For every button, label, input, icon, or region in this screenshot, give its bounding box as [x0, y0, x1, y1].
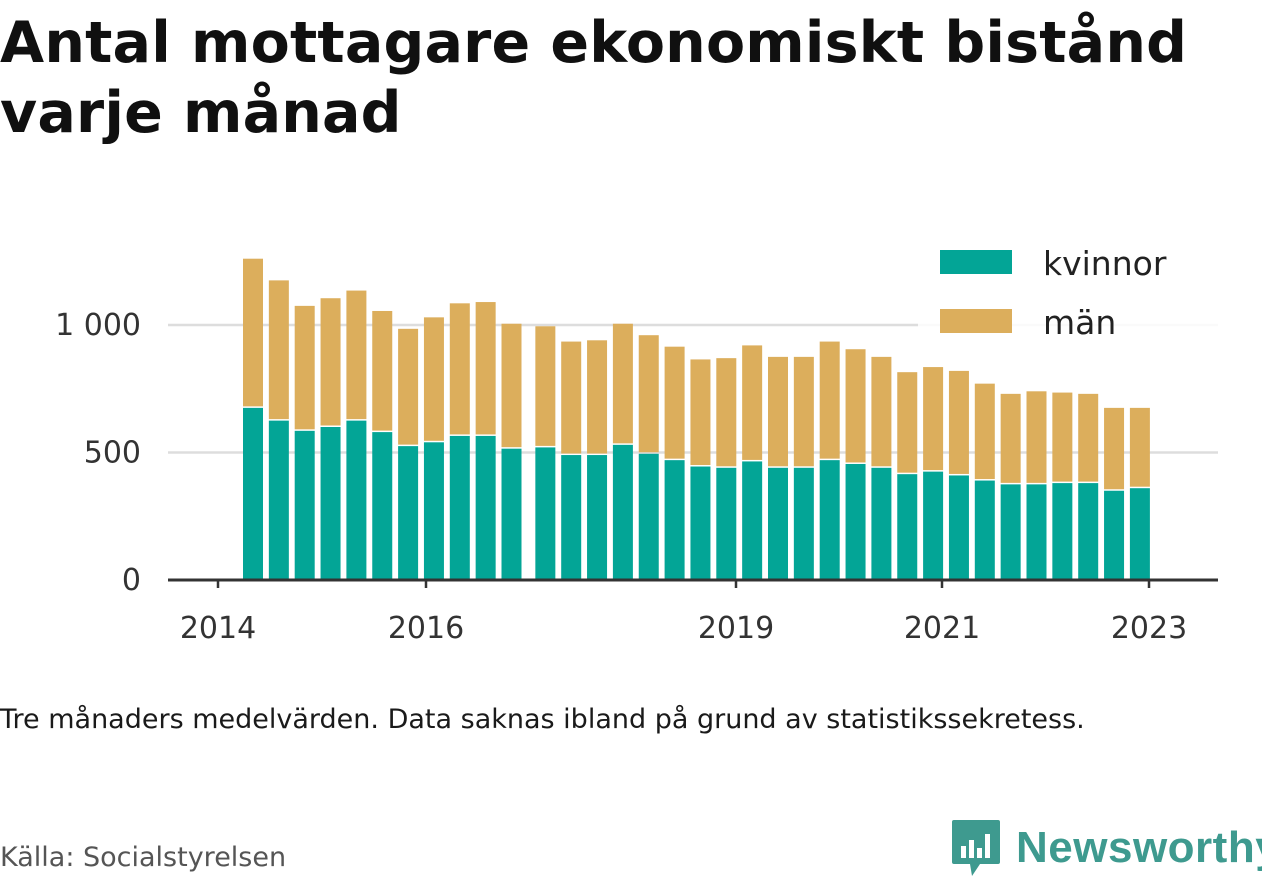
source-credit: Källa: Socialstyrelsen [0, 842, 287, 873]
bar-kvinnor [1026, 484, 1047, 580]
bar-man [612, 323, 633, 444]
legend-label: kvinnor [1043, 244, 1167, 283]
bar-man [845, 349, 866, 463]
y-tick-label: 1 000 [55, 308, 141, 343]
bar-man [423, 317, 444, 441]
bar-kvinnor [561, 455, 582, 580]
brand-name: Newsworthy [1016, 823, 1262, 872]
bar-man [664, 346, 685, 459]
bar-man [294, 305, 315, 430]
bar-kvinnor [372, 432, 393, 580]
x-tick-label: 2021 [904, 611, 980, 646]
bar-kvinnor [449, 435, 470, 580]
bar-man [923, 367, 944, 471]
bar-man [716, 358, 737, 467]
bar-kvinnor [871, 467, 892, 580]
bar-kvinnor [768, 467, 788, 580]
bar-kvinnor [398, 446, 419, 580]
bar-kvinnor [845, 463, 866, 580]
bar-kvinnor [819, 460, 840, 580]
bars [243, 258, 1150, 580]
bar-man [587, 340, 608, 454]
bar-man [690, 359, 711, 466]
chart-note: Tre månaders medelvärden. Data saknas ib… [0, 704, 1085, 735]
bar-man [320, 298, 341, 426]
bar-man [535, 326, 556, 446]
bar-kvinnor [638, 453, 659, 580]
bar-kvinnor [690, 466, 711, 580]
bar-kvinnor [793, 467, 814, 580]
bar-kvinnor [716, 467, 737, 580]
bar-kvinnor [535, 447, 556, 580]
bar-man [475, 302, 496, 435]
bar-man [742, 345, 763, 460]
bar-man [793, 356, 814, 467]
bar-man [1078, 393, 1099, 482]
bar-kvinnor [501, 448, 522, 580]
axes: 0 500 1 000 2014 2016 2019 2021 2023 [55, 308, 1218, 646]
legend-swatch [940, 309, 1012, 333]
bar-kvinnor [1129, 488, 1150, 580]
bar-man [243, 258, 263, 407]
bar-kvinnor [612, 444, 633, 580]
bar-kvinnor [475, 435, 496, 580]
legend: kvinnor män [918, 238, 1218, 358]
bar-man [1052, 392, 1073, 482]
bar-kvinnor [423, 442, 444, 580]
bar-kvinnor [243, 407, 263, 580]
bar-kvinnor [742, 461, 763, 580]
bar-man [1026, 391, 1047, 483]
bar-man [561, 341, 582, 454]
bar-man [638, 335, 659, 453]
bar-kvinnor [923, 471, 944, 580]
bar-kvinnor [294, 430, 315, 580]
x-tick-label: 2019 [698, 611, 774, 646]
bar-man [897, 372, 918, 473]
bar-kvinnor [1078, 483, 1099, 580]
bar-kvinnor [1052, 483, 1073, 580]
bar-kvinnor [1000, 484, 1021, 580]
bar-man [871, 356, 892, 467]
bar-man [346, 290, 367, 420]
bar-man [819, 341, 840, 459]
y-tick-label: 500 [84, 436, 141, 471]
bar-kvinnor [664, 460, 685, 580]
bar-kvinnor [1104, 490, 1125, 580]
bar-man [268, 280, 289, 420]
stacked-bar-chart: 0 500 1 000 2014 2016 2019 2021 2023 kvinnor män [55, 238, 1218, 646]
y-tick-label: 0 [122, 563, 141, 598]
bar-man [1000, 393, 1021, 483]
chart-title: Antal mottagare ekonomiskt bistånd varje… [0, 10, 1188, 146]
bar-kvinnor [974, 480, 995, 580]
bar-kvinnor [897, 474, 918, 580]
x-tick-label: 2023 [1111, 611, 1187, 646]
bar-kvinnor [268, 420, 289, 580]
bar-man [372, 310, 393, 431]
legend-swatch [940, 250, 1012, 274]
bar-man [948, 370, 969, 474]
bar-man [1129, 407, 1150, 487]
bar-kvinnor [320, 427, 341, 580]
bar-kvinnor [948, 475, 969, 580]
bar-man [501, 323, 522, 448]
bar-man [768, 356, 788, 467]
x-tick-label: 2014 [180, 611, 256, 646]
newsworthy-logo-icon [952, 820, 1000, 876]
newsworthy-logo: Newsworthy [950, 818, 1262, 878]
bar-man [974, 383, 995, 480]
bar-man [398, 328, 419, 445]
bar-kvinnor [346, 420, 367, 580]
bar-kvinnor [587, 455, 608, 580]
bar-man [449, 303, 470, 435]
bar-man [1104, 407, 1125, 490]
legend-label: män [1043, 303, 1116, 342]
x-tick-label: 2016 [388, 611, 464, 646]
